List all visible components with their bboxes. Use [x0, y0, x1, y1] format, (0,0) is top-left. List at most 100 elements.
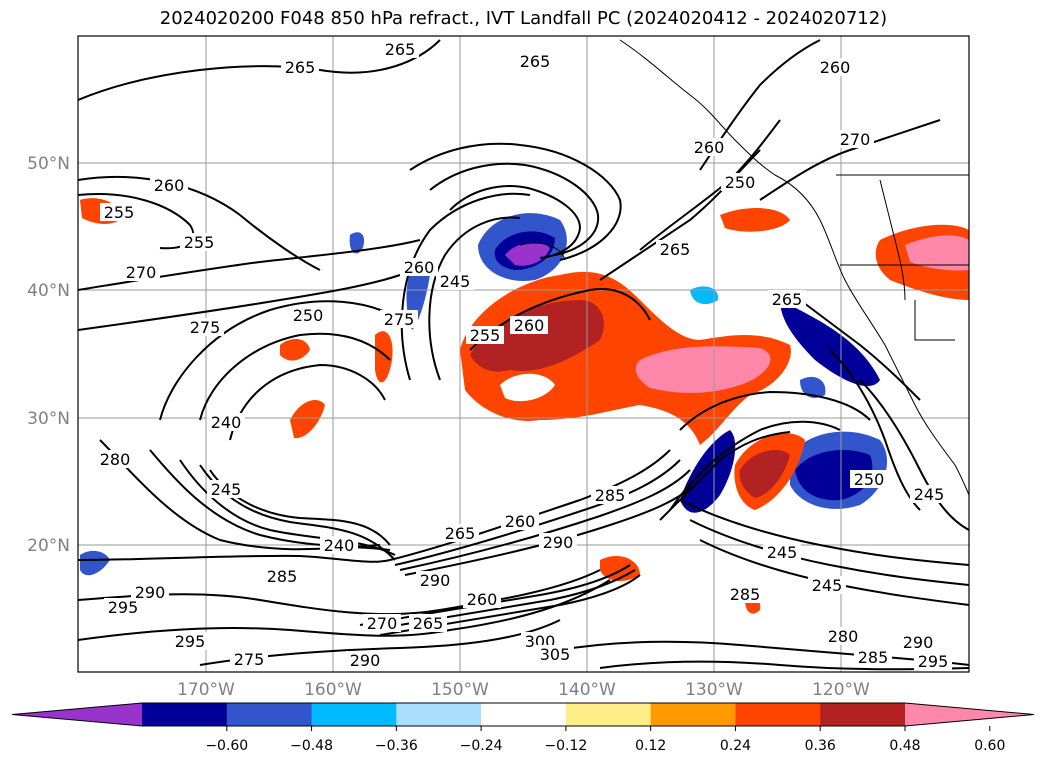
- colorbar-outline: [11, 702, 1035, 727]
- coastline-layer: [619, 39, 969, 496]
- contour-line: [159, 300, 401, 421]
- coastline: [619, 39, 969, 496]
- contour-line: [179, 459, 396, 556]
- contour-label: 265: [385, 40, 416, 59]
- contour-line: [389, 449, 671, 561]
- contour-line: [78, 175, 321, 271]
- small-negative-patch: [349, 232, 365, 254]
- colorbar-tick-label: 0.60: [974, 738, 1005, 754]
- small-negative-patch: [80, 550, 110, 576]
- contour-line: [599, 149, 761, 281]
- lon-label: 130°W: [685, 680, 743, 700]
- contour-label: 260: [154, 176, 185, 195]
- contour-line: [599, 660, 969, 671]
- min-anomaly-core: [505, 242, 550, 266]
- contour-label: 245: [211, 480, 242, 499]
- contour-line: [679, 499, 969, 566]
- colorbar-extend-max: [905, 703, 1034, 726]
- colorbar-tick-label: 0.48: [889, 738, 920, 754]
- contour-label: 290: [903, 633, 934, 652]
- contour-label: 265: [445, 524, 476, 543]
- small-positive-patch: [720, 208, 790, 232]
- contour-label: 275: [234, 650, 265, 669]
- colorbar: −0.60 −0.48 −0.36 −0.24 −0.12 0.12 0.24 0.36 0.4…: [11, 702, 1035, 754]
- contour-label: 245: [767, 543, 798, 562]
- colorbar-tick-label: 0.12: [635, 738, 666, 754]
- positive-anomaly-core: [470, 300, 604, 372]
- contour-label: 255: [184, 233, 215, 252]
- contour-line: [409, 142, 622, 261]
- small-negative-patch: [690, 286, 719, 305]
- contour-line: [359, 564, 631, 626]
- contour-line: [449, 185, 582, 259]
- colorbar-segment: [311, 703, 397, 726]
- colorbar-segment: [735, 703, 821, 726]
- contour-line: [229, 363, 386, 441]
- contour-label: 240: [211, 413, 242, 432]
- colorbar-segment: [650, 703, 736, 726]
- contour-line: [404, 479, 701, 576]
- contour-label: 250: [854, 470, 885, 489]
- contour-label: 255: [104, 203, 135, 222]
- contour-line: [659, 431, 791, 521]
- small-positive-patch: [280, 338, 310, 361]
- colorbar-segment: [820, 703, 906, 726]
- colorbar-segment: [142, 703, 228, 726]
- colorbar-segment: [481, 703, 567, 726]
- contour-label: 245: [914, 485, 945, 504]
- contour-line: [78, 579, 611, 641]
- contour-label: 245: [812, 576, 843, 595]
- contour-label: 270: [126, 263, 157, 282]
- max-anomaly-core: [635, 346, 771, 393]
- colorbar-segment: [396, 703, 482, 726]
- contour-line: [394, 459, 681, 566]
- contour-line: [859, 379, 969, 531]
- colorbar-tick-label: −0.48: [290, 738, 333, 754]
- border-line: [914, 300, 955, 341]
- contour-label: 250: [293, 306, 324, 325]
- contour-label: 260: [467, 590, 498, 609]
- max-anomaly-northeast: [905, 235, 969, 271]
- contour-label: 240: [324, 536, 355, 555]
- patch-outline: [519, 242, 566, 261]
- contour-label: 285: [595, 486, 626, 505]
- small-positive-patch: [375, 331, 393, 383]
- contour-label: 265: [772, 290, 803, 309]
- lon-label: 160°W: [304, 680, 362, 700]
- lon-label: 140°W: [558, 680, 616, 700]
- map-content: [78, 36, 969, 672]
- contour-label: 260: [820, 58, 851, 77]
- colorbar-segment: [226, 703, 313, 726]
- contour-line: [829, 349, 921, 511]
- contour-label: 260: [514, 316, 545, 335]
- map-title: 2024020200 F048 850 hPa refract., IVT La…: [159, 8, 888, 29]
- contour-line: [689, 519, 969, 586]
- colorbar-tick-label: 0.24: [720, 738, 751, 754]
- lat-label: 30°N: [27, 409, 70, 429]
- contour-label: 245: [440, 272, 471, 291]
- contour-label: 280: [100, 450, 131, 469]
- contour-label: 275: [384, 310, 415, 329]
- contour-label: 290: [543, 533, 574, 552]
- colorbar-tick-label: −0.24: [460, 738, 503, 754]
- contour-line: [669, 420, 841, 511]
- contour-label: 285: [730, 585, 761, 604]
- contour-label: 275: [190, 318, 221, 337]
- contour-line: [78, 239, 421, 291]
- lat-label: 20°N: [27, 536, 70, 556]
- contour-label: 295: [175, 632, 206, 651]
- contour-label: 290: [135, 583, 166, 602]
- border-line: [879, 179, 906, 301]
- contour-label: 305: [540, 645, 571, 664]
- positive-anomaly-core-east: [739, 450, 790, 498]
- lat-label: 40°N: [27, 281, 70, 301]
- colorbar-tick-label: 0.36: [805, 738, 836, 754]
- anomaly-hole: [500, 373, 555, 402]
- contour-label: 285: [858, 648, 889, 667]
- small-positive-patch: [290, 400, 325, 439]
- colorbar-extend-min: [12, 703, 142, 726]
- contour-line: [400, 192, 531, 381]
- contour-label: 270: [840, 130, 871, 149]
- contour-line: [679, 390, 871, 431]
